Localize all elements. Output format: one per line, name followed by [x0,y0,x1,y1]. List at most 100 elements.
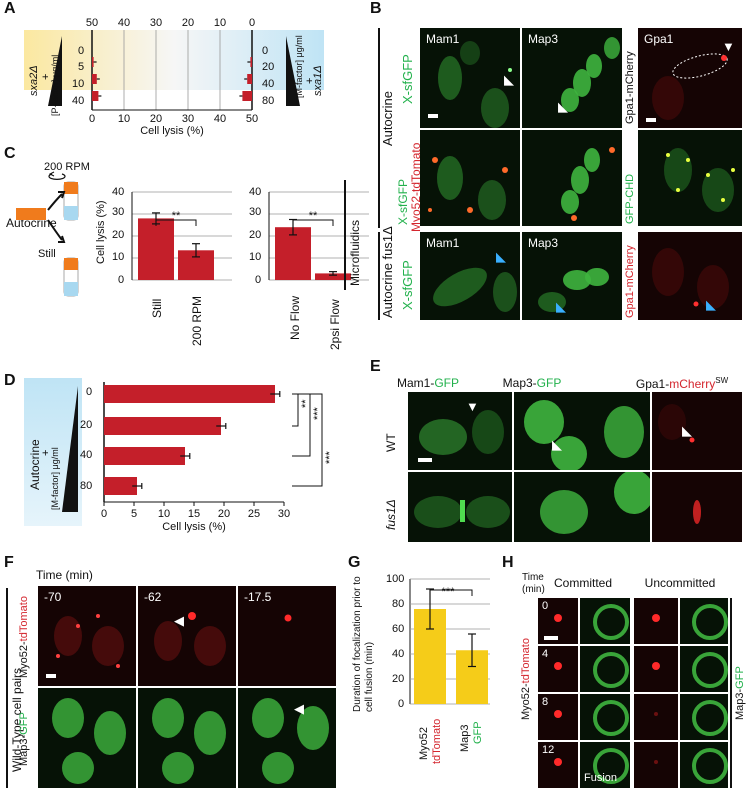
cell-glyph [593,748,629,784]
panel-label-b: B [370,0,382,17]
b-label-map3: Map3 [528,32,559,46]
a-right-bar [247,74,252,84]
d-bar [104,477,137,495]
cell-glyph [654,712,658,716]
a-top-tick: 20 [181,17,195,29]
h-right-label: Map3-GFP [734,666,746,720]
arrowhead-icon: ◀ [174,613,184,628]
h-micrograph-gfp [580,598,630,644]
c-ytick: 40 [249,186,262,198]
a-left-level: 10 [72,78,85,90]
f-row1-label-a: Myo52- [18,641,30,678]
a-wedge-left [48,36,62,106]
f-row1-label: Myo52-tdTomato [18,596,30,678]
d-bar [104,385,275,403]
h-right-label-b: GFP [734,666,746,689]
d-sig: ** [300,399,312,408]
nucleus-ring [692,700,728,736]
e-col2: Map3-GFP [503,376,562,390]
cells-gfp [561,37,620,112]
cell-glyph [593,700,629,736]
panel-label-c: C [4,145,16,162]
c-setup-diagram [16,171,79,297]
panel-label-f: F [4,554,14,571]
cell-glyph [593,652,629,688]
c-ylabel: Cell lysis (%) [95,200,107,264]
a-right-level: 40 [262,78,275,90]
h-col2: Uncommitted [644,576,716,590]
scale-bar [418,458,432,462]
d-xtick: 0 [100,508,108,520]
f-micrograph-green-1 [38,688,136,788]
f-row2-label-b: GFP [18,712,30,735]
a-top-tick: 30 [149,17,163,29]
cell-glyph [692,604,728,640]
a-right-bar [242,91,252,101]
cells-merge [428,156,508,220]
g-ylabel-wrap: Duration of focalization prior to cell f… [352,576,378,712]
b-group-autocrine-fus1: Autocrine fus1Δ [380,226,395,318]
b-gpa1-row2-label: GFP-CHD [624,174,636,224]
h-micrograph-gfp [580,646,630,692]
b-micrograph-map3-fus1: Map3 ◣ [522,232,622,320]
e-row1: WT [384,433,398,452]
b-row1-label-text: X-sfGFP [400,54,415,104]
b-group-autocrine: Autocrine [380,91,395,146]
cell-glyph [692,700,728,736]
f-row2-label-a: Map3- [18,734,30,766]
g-cat1-b: tdTomato [431,718,443,764]
g-ytick: 60 [392,623,405,635]
c-ytick: 30 [112,206,125,218]
scale-bar [544,636,558,640]
g-cat2-a: Map3 [459,724,471,752]
b-row2-label-a-text: X-sfGFP [396,178,410,225]
b-label-map3: Map3 [528,236,559,250]
nucleus-ring [593,604,629,640]
a-right-level: 0 [262,45,269,57]
a-left-conc: [P-factor] μg/ml [50,54,60,116]
h-time: 4 [542,648,549,660]
cell-glyph [554,614,562,622]
c-ytick: 20 [249,229,262,241]
d-sig-bracket [292,393,323,487]
cell-glyph [654,760,658,764]
g-cat1-a: Myo52 [418,726,430,760]
panel-label-e: E [370,358,381,375]
b-gpa1-row3-label-text: Gpa1-mCherry [624,245,636,318]
d-xtick: 15 [187,508,201,520]
f-row2-label: Map3-GFP [18,712,30,766]
d-xtick: 30 [277,508,291,520]
a-bottom-tick: 50 [245,113,259,125]
c-ytick: 0 [118,274,125,286]
b-row3-label-text: X-sfGFP [400,260,415,310]
a-bottom-tick: 0 [88,113,96,125]
cells-tomato [284,614,292,622]
arrowhead-icon: ▼ [722,39,735,54]
a-left-strain: sxa2Δ [28,65,40,96]
e-col1-a: Mam1- [396,376,435,390]
e-col3-b: mCherry [669,377,716,391]
cells-gfp [433,267,517,312]
chart-a [48,30,300,111]
h-micrograph-tomato [634,598,678,644]
d-level: 20 [80,419,93,431]
cells-chd [664,148,735,212]
cells-gfp [438,41,512,128]
nucleus-ring [593,700,629,736]
a-left-bar [92,74,97,84]
a-xlabel: Cell lysis (%) [140,125,204,137]
f-micrograph-red-1: -70 [38,586,136,686]
h-micrograph-gfp [680,646,728,692]
c-sig-bracket [292,219,334,226]
e-micrograph-map3-fus1 [514,472,650,542]
c-setup-top: 200 RPM [44,161,90,173]
d-xtick: 25 [247,508,261,520]
d-wedge [62,386,78,512]
arrowhead-icon: ◣ [496,249,506,264]
g-ytick: 100 [386,573,405,585]
cells-gfp [414,496,510,528]
a-top-tick: 50 [85,17,99,29]
focus-dot [652,614,660,622]
b-micrograph-gfp-chd [638,130,742,226]
b-label-mam1: Mam1 [426,236,460,250]
